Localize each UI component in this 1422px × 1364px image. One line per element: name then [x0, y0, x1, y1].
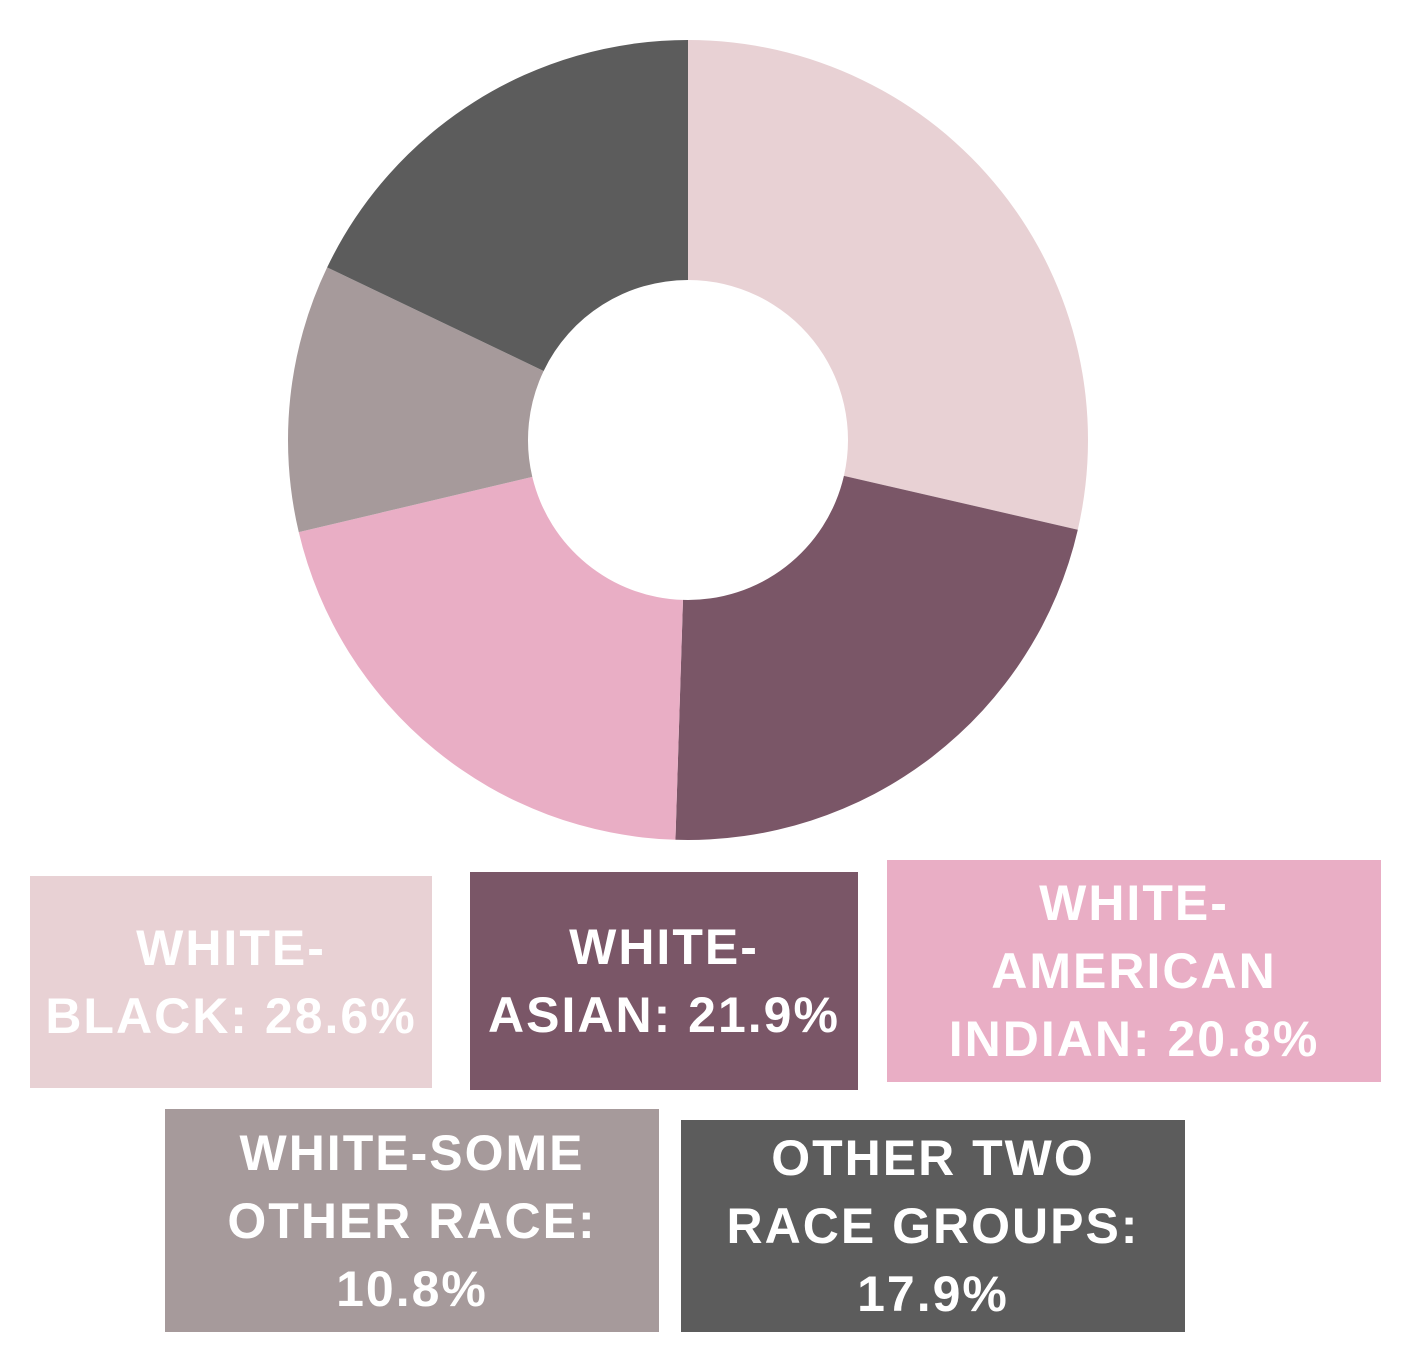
legend-value: 10.8% — [336, 1260, 488, 1317]
legend-box: WHITE-BLACK: 28.6% — [30, 876, 432, 1088]
legend-text: WHITE-BLACK: 28.6% — [44, 914, 418, 1050]
donut-slice — [327, 40, 688, 371]
legend-box: OTHER TWO RACE GROUPS: 17.9% — [681, 1120, 1185, 1332]
legend-text: WHITE-SOME OTHER RACE: 10.8% — [179, 1119, 645, 1323]
legend-value: 28.6% — [264, 988, 417, 1044]
legend-box: WHITE-SOME OTHER RACE: 10.8% — [165, 1109, 659, 1332]
legend-text: OTHER TWO RACE GROUPS: 17.9% — [695, 1124, 1171, 1328]
legend-label: WHITE-AMERICAN INDIAN: — [948, 875, 1277, 1067]
chart — [288, 40, 1089, 840]
donut-slice — [288, 267, 544, 533]
legend-label: OTHER TWO RACE GROUPS: — [726, 1130, 1140, 1254]
legend-value: 20.8% — [1167, 1011, 1320, 1067]
donut-slice — [298, 476, 683, 840]
legend-label: WHITE-ASIAN: — [488, 919, 759, 1043]
legend-box: WHITE-AMERICAN INDIAN: 20.8% — [887, 860, 1381, 1082]
legend-value: 21.9% — [688, 987, 840, 1043]
legend-label: WHITE-SOME OTHER RACE: — [227, 1124, 597, 1249]
donut-slice — [688, 40, 1089, 530]
legend-text: WHITE-AMERICAN INDIAN: 20.8% — [901, 869, 1367, 1073]
legend-box: WHITE-ASIAN: 21.9% — [470, 872, 858, 1090]
legend-value: 17.9% — [857, 1266, 1009, 1322]
legend-label: WHITE-BLACK: — [45, 920, 326, 1044]
legend-text: WHITE-ASIAN: 21.9% — [484, 913, 844, 1049]
donut-slice — [675, 475, 1078, 840]
